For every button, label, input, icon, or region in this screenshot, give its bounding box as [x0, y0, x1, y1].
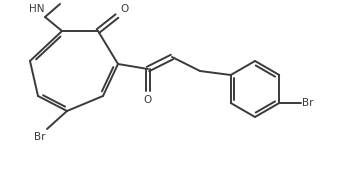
Text: O: O: [120, 4, 128, 14]
Text: Br: Br: [302, 98, 314, 108]
Text: HN: HN: [28, 4, 44, 14]
Text: O: O: [144, 95, 152, 105]
Text: Br: Br: [34, 132, 45, 142]
